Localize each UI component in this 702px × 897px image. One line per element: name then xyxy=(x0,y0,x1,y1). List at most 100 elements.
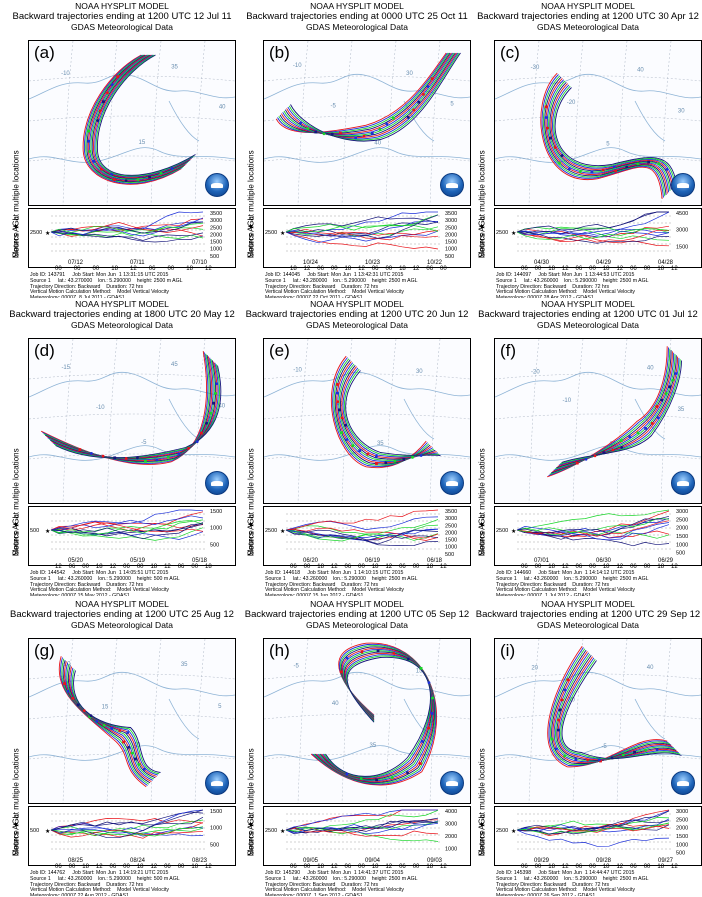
trajectory-marker xyxy=(212,401,215,405)
trajectory-marker xyxy=(411,455,414,459)
time-tick-label: 18 xyxy=(317,864,324,870)
time-tick-label: 12 xyxy=(150,864,158,870)
graticule-label: -20 xyxy=(531,369,540,375)
graticule-label: 35 xyxy=(678,407,685,413)
run-info-line: Trajectory Direction: Backward Duration:… xyxy=(496,283,610,290)
trajectory-line xyxy=(548,80,671,192)
trajectory-marker xyxy=(575,461,579,465)
trajectory-marker xyxy=(418,762,422,765)
trajectory-marker xyxy=(127,745,130,749)
panel-label: (i) xyxy=(500,641,516,660)
graticule-label: -30 xyxy=(531,65,540,71)
time-tick-label: 18 xyxy=(657,564,665,570)
run-info-line: Vertical Motion Calculation Method: Mode… xyxy=(496,289,635,296)
time-tick-label: 12 xyxy=(55,564,62,570)
trajectory-marker xyxy=(544,116,548,119)
run-info-line: Vertical Motion Calculation Method: Mode… xyxy=(30,587,169,594)
height-tick-label: 3000 xyxy=(676,228,688,234)
yaxis-label: Meters AGL xyxy=(243,506,259,564)
trajectory-line xyxy=(552,84,675,188)
trajectory-line xyxy=(61,658,150,785)
time-tick-label: 00 xyxy=(589,564,596,570)
time-tick-label: 06 xyxy=(123,564,130,570)
trajectory-marker xyxy=(586,758,590,762)
date-tick-label: 07/01 xyxy=(534,558,550,564)
run-info-line: Job ID: 143791 Job Start: Mon Jun 1 13:3… xyxy=(30,272,169,278)
time-tick-label: 00 xyxy=(643,864,651,870)
trajectory-marker xyxy=(122,740,125,744)
panel-title: Backward trajectories ending at 1200 UTC… xyxy=(478,308,698,320)
time-tick-label: 06 xyxy=(317,266,324,272)
trajectory-line xyxy=(557,656,678,761)
time-tick-label: 00 xyxy=(358,864,365,870)
height-tick-label: 1500 xyxy=(676,534,688,540)
height-trace xyxy=(285,529,439,545)
height-tick-label: 1000 xyxy=(445,545,457,551)
graticule-label: -5 xyxy=(330,104,336,110)
height-tick-label: 500 xyxy=(676,851,685,857)
time-tick-label: 06 xyxy=(399,564,406,570)
run-info-line: Meteorology: 0000Z 15 May 2012 - GDAS1 xyxy=(30,593,236,596)
yaxis-label: Meters AGL xyxy=(8,506,24,564)
trajectory-line xyxy=(64,661,152,783)
map-svg: -5 40 35 15 xyxy=(264,639,470,803)
height-tick-label: 3000 xyxy=(676,809,688,815)
trajectory-marker xyxy=(102,100,105,104)
trajectory-line xyxy=(284,52,456,138)
height-tick-label: 2500 xyxy=(676,817,688,823)
time-tick-label: 12 xyxy=(303,266,311,272)
trajectory-marker xyxy=(88,715,92,719)
trajectory-map: -10 40 35 30 (e) xyxy=(263,338,471,504)
height-tick-label: 1500 xyxy=(676,244,688,250)
trajectory-line xyxy=(53,364,220,459)
trajectory-line xyxy=(549,648,670,766)
start-height-label: 2500 xyxy=(496,828,508,834)
trajectory-marker xyxy=(112,178,116,181)
panel-title: Backward trajectories ending at 1200 UTC… xyxy=(12,10,232,22)
time-tick-label: 00 xyxy=(589,266,596,272)
trajectory-marker xyxy=(118,729,122,733)
time-tick-label: 18 xyxy=(399,266,406,272)
panel-label: (d) xyxy=(34,341,55,360)
trajectory-line xyxy=(97,54,196,176)
trajectory-marker xyxy=(110,172,114,176)
height-trace xyxy=(50,217,204,237)
trajectory-line xyxy=(552,651,673,764)
graticule-label: 15 xyxy=(102,704,109,710)
time-tick-label: 00 xyxy=(440,266,447,272)
date-tick-label: 10/23 xyxy=(365,260,381,266)
time-tick-label: 06 xyxy=(399,864,406,870)
start-height-label: 2500 xyxy=(30,230,42,236)
graticule-label: -5 xyxy=(601,744,607,750)
height-trace xyxy=(516,524,670,541)
time-tick-label: 00 xyxy=(412,564,420,570)
source-star-icon: ★ xyxy=(45,828,50,835)
trajectory-marker xyxy=(366,452,370,456)
trajectory-marker xyxy=(650,421,654,425)
trajectory-marker xyxy=(402,457,406,461)
trajectory-panel: NOAA HYSPLIT MODEL Backward trajectories… xyxy=(6,2,238,298)
time-tick-label: 18 xyxy=(205,564,212,570)
trajectory-line xyxy=(336,361,432,464)
trajectory-line xyxy=(275,52,447,133)
trajectory-marker xyxy=(76,703,80,707)
trajectory-line xyxy=(55,365,222,459)
trajectory-marker xyxy=(665,168,669,171)
trajectory-marker xyxy=(314,130,318,134)
trajectory-marker xyxy=(130,751,134,755)
yaxis-label-text: Meters AGL xyxy=(246,215,256,259)
run-info-line: Job ID: 145290 Job Start: Mon Jun 1 14:4… xyxy=(265,870,404,876)
panel-label: (b) xyxy=(269,43,290,62)
trajectory-marker xyxy=(560,154,564,157)
height-trace xyxy=(285,231,439,250)
time-tick-label: 06 xyxy=(521,864,528,870)
height-trace xyxy=(516,228,670,247)
run-info: Job ID: 144542 Job Start: Mon Jun 1 14:0… xyxy=(30,570,236,596)
profile-svg: 1500 1000 500 500 ★ xyxy=(30,809,222,850)
profile-svg: 1500 1000 500 500 ★ xyxy=(30,509,222,550)
noaa-logo-icon xyxy=(440,173,464,197)
source-star-icon: ★ xyxy=(280,828,285,835)
trajectory-marker xyxy=(336,400,340,404)
trajectory-marker xyxy=(391,116,395,120)
height-trace xyxy=(50,231,204,241)
